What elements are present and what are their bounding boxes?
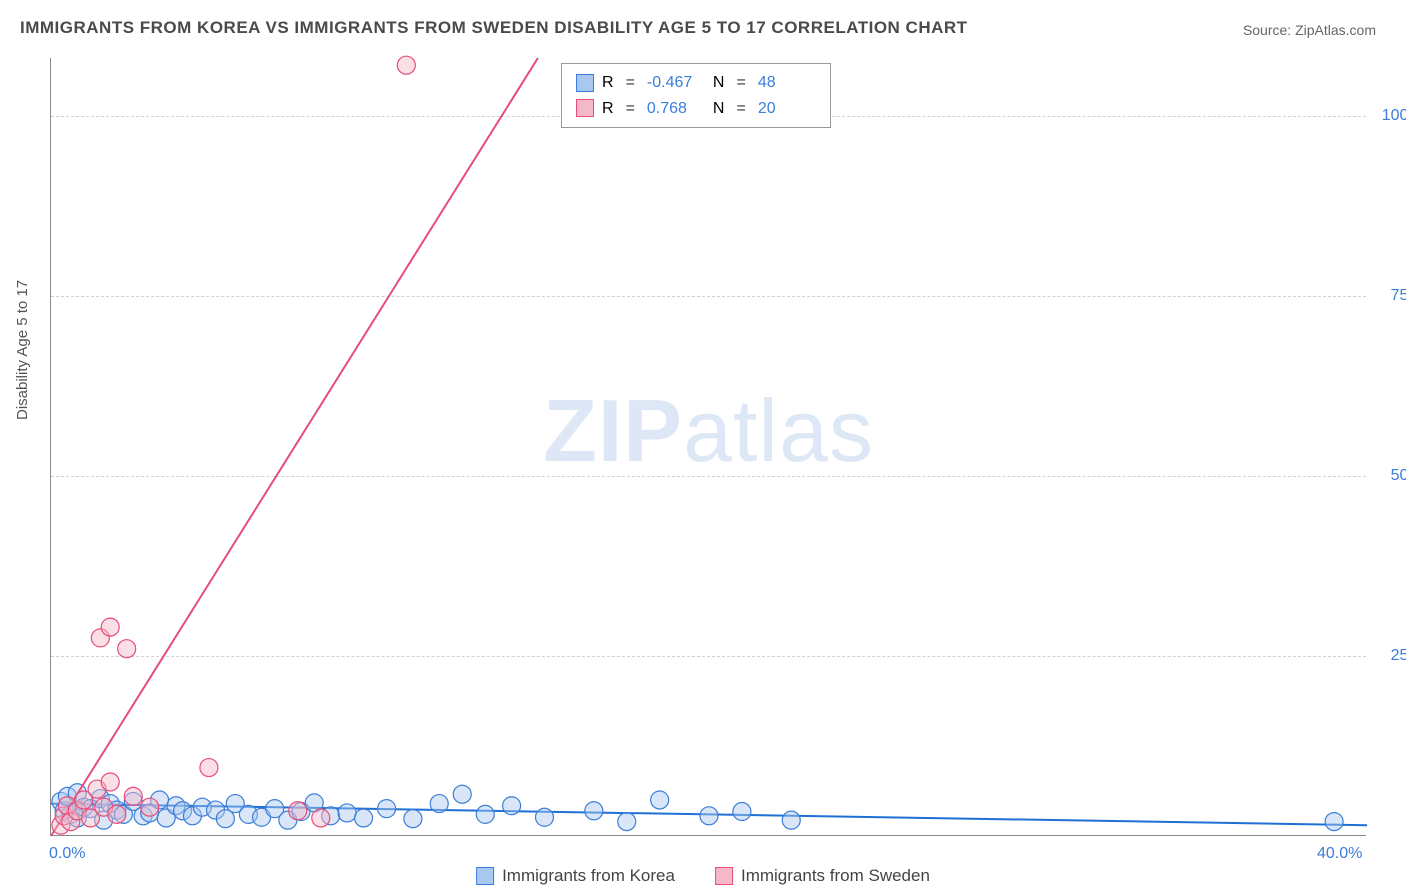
n-value: 48 — [758, 70, 816, 96]
stats-row: R = 0.768 N = 20 — [576, 96, 816, 122]
y-tick-label: 50.0% — [1376, 467, 1406, 485]
data-point — [536, 808, 554, 826]
data-point — [700, 807, 718, 825]
n-label: N — [713, 96, 725, 122]
data-point — [397, 56, 415, 74]
source-attribution: Source: ZipAtlas.com — [1243, 22, 1376, 38]
data-point — [378, 800, 396, 818]
equals-sign: = — [736, 70, 745, 96]
r-value: 0.768 — [647, 96, 705, 122]
scatter-plot-svg — [51, 58, 1366, 835]
series-swatch — [576, 99, 594, 117]
data-point — [585, 802, 603, 820]
data-point — [101, 773, 119, 791]
x-tick-label: 0.0% — [49, 845, 85, 863]
n-value: 20 — [758, 96, 816, 122]
x-tick-label: 40.0% — [1317, 845, 1362, 863]
data-point — [141, 798, 159, 816]
data-point — [312, 809, 330, 827]
y-tick-label: 25.0% — [1376, 647, 1406, 665]
data-point — [782, 811, 800, 829]
stats-row: R = -0.467 N = 48 — [576, 70, 816, 96]
y-axis-label: Disability Age 5 to 17 — [14, 280, 31, 420]
n-label: N — [713, 70, 725, 96]
equals-sign: = — [736, 96, 745, 122]
data-point — [200, 759, 218, 777]
correlation-stats-box: R = -0.467 N = 48 R = 0.768 N = 20 — [561, 63, 831, 128]
r-label: R — [602, 70, 614, 96]
data-point — [124, 787, 142, 805]
chart-plot-area: ZIPatlas 25.0%50.0%75.0%100.0% R=-0.467N… — [50, 58, 1366, 836]
data-point — [101, 618, 119, 636]
legend-item: Immigrants from Korea — [476, 866, 675, 886]
data-point — [651, 791, 669, 809]
data-point — [108, 805, 126, 823]
chart-title: IMMIGRANTS FROM KOREA VS IMMIGRANTS FROM… — [20, 18, 968, 38]
legend-label: Immigrants from Korea — [502, 866, 675, 886]
data-point — [503, 797, 521, 815]
data-point — [338, 804, 356, 822]
data-point — [476, 805, 494, 823]
y-tick-label: 75.0% — [1376, 287, 1406, 305]
r-value: -0.467 — [647, 70, 705, 96]
equals-sign: = — [626, 70, 635, 96]
data-point — [355, 809, 373, 827]
data-point — [404, 810, 422, 828]
data-point — [430, 795, 448, 813]
data-point — [453, 785, 471, 803]
data-point — [118, 640, 136, 658]
legend: Immigrants from Korea Immigrants from Swe… — [476, 866, 930, 886]
data-point — [733, 803, 751, 821]
legend-swatch — [715, 867, 733, 885]
data-point — [289, 802, 307, 820]
series-swatch — [576, 74, 594, 92]
y-tick-label: 100.0% — [1376, 107, 1406, 125]
legend-label: Immigrants from Sweden — [741, 866, 930, 886]
equals-sign: = — [626, 96, 635, 122]
r-label: R — [602, 96, 614, 122]
trend-line — [51, 58, 538, 836]
legend-item: Immigrants from Sweden — [715, 866, 930, 886]
legend-swatch — [476, 867, 494, 885]
data-point — [618, 813, 636, 831]
data-point — [1325, 813, 1343, 831]
